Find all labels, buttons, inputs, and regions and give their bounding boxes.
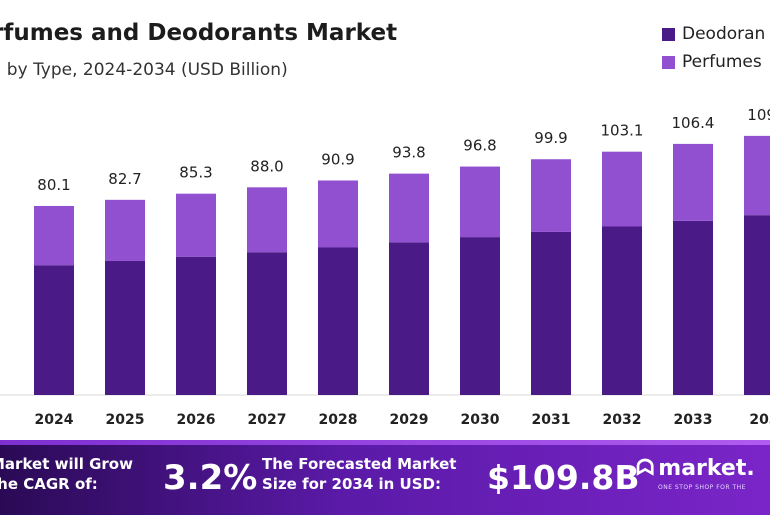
- bar-perfumes-2031: [531, 159, 571, 232]
- bar-perfumes-2024: [34, 205, 74, 266]
- x-tick-label-2025: 2025: [106, 412, 145, 428]
- summary-banner: Market will Grow the CAGR of: 3.2% The F…: [0, 440, 770, 515]
- data-label-2030: 96.8: [463, 137, 496, 155]
- data-label-2032: 103.1: [601, 122, 644, 140]
- bar-perfumes-2032: [602, 151, 642, 227]
- bar-deodorants-2027: [247, 252, 287, 395]
- banner-top-strip: [0, 440, 770, 445]
- market-size-value: $109.8B: [487, 458, 640, 497]
- legend-item-perfumes: Perfumes: [662, 48, 765, 76]
- legend-label-deodorants: Deodoran: [682, 24, 766, 44]
- data-label-2026: 85.3: [179, 164, 212, 182]
- bar-deodorants-2029: [389, 242, 429, 395]
- chart-title: rfumes and Deodorants Market: [0, 20, 398, 46]
- data-label-2027: 88.0: [250, 157, 283, 175]
- data-label-2025: 82.7: [108, 170, 141, 188]
- legend-swatch-deodorants: [662, 27, 675, 41]
- bar-deodorants-203: [744, 215, 770, 395]
- cagr-value: 3.2%: [163, 458, 258, 498]
- data-label-2028: 90.9: [321, 150, 354, 168]
- x-tick-label-203: 203: [749, 412, 770, 428]
- bar-perfumes-2029: [389, 173, 429, 243]
- bar-deodorants-2032: [602, 226, 642, 395]
- bar-perfumes-2030: [460, 166, 500, 238]
- x-tick-label-2033: 2033: [674, 412, 713, 428]
- data-label-2031: 99.9: [534, 129, 567, 147]
- bar-perfumes-2028: [318, 180, 358, 248]
- x-tick-label-2030: 2030: [461, 412, 500, 428]
- logo-tagline: ONE STOP SHOP FOR THE: [658, 484, 746, 491]
- bar-perfumes-203: [744, 135, 770, 216]
- bar-perfumes-2025: [105, 199, 145, 261]
- brand-logo: ᗣ market. ONE STOP SHOP FOR THE: [636, 456, 755, 491]
- stacked-bar-chart: 80.1 2024 82.7 2025 85.3 2026 88.0 2027 90.9 2028…: [0, 106, 770, 428]
- x-tick-label-2032: 2032: [603, 412, 642, 428]
- x-tick-label-2027: 2027: [248, 412, 287, 428]
- bar-perfumes-2026: [176, 193, 216, 257]
- legend-label-perfumes: Perfumes: [682, 52, 762, 72]
- bar-deodorants-2030: [460, 237, 500, 395]
- bar-perfumes-2027: [247, 187, 287, 253]
- data-label-2033: 106.4: [672, 114, 715, 132]
- bar-deodorants-2024: [34, 265, 74, 395]
- bar-deodorants-2026: [176, 256, 216, 395]
- logo-icon: ᗣ: [636, 456, 655, 481]
- bar-deodorants-2033: [673, 220, 713, 395]
- data-label-2029: 93.8: [392, 144, 425, 162]
- x-tick-label-2031: 2031: [532, 412, 571, 428]
- data-label-203: 109.: [747, 106, 770, 124]
- legend: Deodoran Perfumes: [662, 20, 765, 76]
- logo-text: market.: [658, 456, 755, 481]
- forecast-caption: The Forecasted Market Size for 2034 in U…: [262, 455, 457, 493]
- bar-deodorants-2028: [318, 247, 358, 395]
- data-label-2024: 80.1: [37, 176, 70, 194]
- bar-deodorants-2025: [105, 260, 145, 395]
- chart-subtitle: , by Type, 2024-2034 (USD Billion): [0, 60, 288, 80]
- x-tick-label-2029: 2029: [390, 412, 429, 428]
- bar-deodorants-2031: [531, 231, 571, 395]
- bar-perfumes-2033: [673, 143, 713, 221]
- x-tick-label-2026: 2026: [177, 412, 216, 428]
- legend-item-deodorants: Deodoran: [662, 20, 765, 48]
- legend-swatch-perfumes: [662, 55, 675, 69]
- x-tick-label-2024: 2024: [35, 412, 74, 428]
- cagr-caption: Market will Grow the CAGR of:: [0, 455, 133, 493]
- x-tick-label-2028: 2028: [319, 412, 358, 428]
